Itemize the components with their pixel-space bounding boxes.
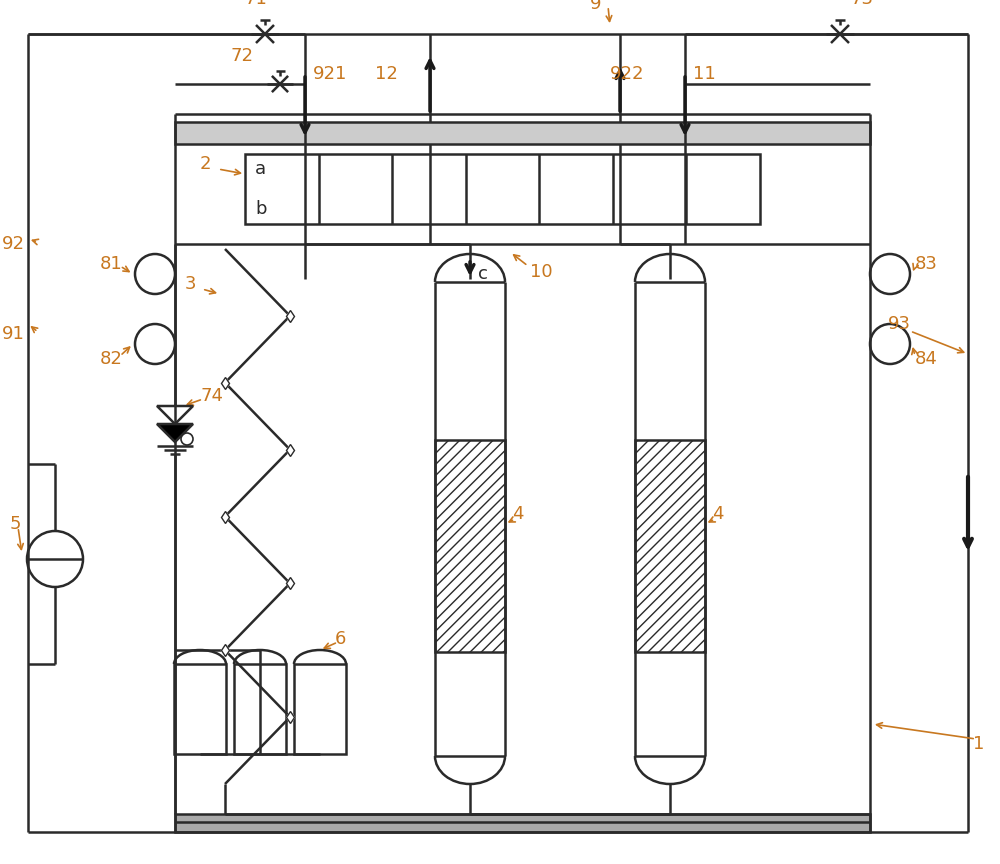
- Text: b: b: [255, 200, 266, 218]
- Text: 4: 4: [712, 505, 724, 523]
- Text: 91: 91: [2, 325, 25, 343]
- Bar: [635, 440, 705, 651]
- Bar: [294, 664, 346, 754]
- Text: 4: 4: [512, 505, 524, 523]
- Text: 922: 922: [610, 65, 644, 83]
- Text: 71: 71: [245, 0, 268, 8]
- Text: 11: 11: [693, 65, 716, 83]
- Text: a: a: [255, 160, 266, 178]
- Text: 81: 81: [100, 255, 123, 273]
- Bar: [245, 154, 760, 224]
- Text: 12: 12: [375, 65, 398, 83]
- Text: 2: 2: [200, 155, 212, 173]
- Text: 9: 9: [590, 0, 602, 13]
- Text: 84: 84: [915, 350, 938, 368]
- Text: 73: 73: [850, 0, 873, 8]
- Text: 5: 5: [10, 515, 22, 533]
- Bar: [175, 122, 870, 144]
- Bar: [435, 440, 505, 651]
- Text: 3: 3: [185, 275, 196, 293]
- Bar: [174, 664, 226, 754]
- Text: 72: 72: [230, 47, 253, 65]
- Text: 93: 93: [888, 315, 911, 333]
- Bar: [234, 664, 286, 754]
- Text: c: c: [478, 265, 488, 283]
- Bar: [175, 814, 870, 832]
- Text: 921: 921: [313, 65, 347, 83]
- Text: 10: 10: [530, 263, 553, 281]
- Text: 82: 82: [100, 350, 123, 368]
- Text: 92: 92: [2, 235, 25, 253]
- Text: 83: 83: [915, 255, 938, 273]
- Text: 1: 1: [973, 735, 984, 753]
- Polygon shape: [157, 424, 193, 442]
- Text: 6: 6: [335, 630, 346, 648]
- Text: 74: 74: [200, 387, 223, 405]
